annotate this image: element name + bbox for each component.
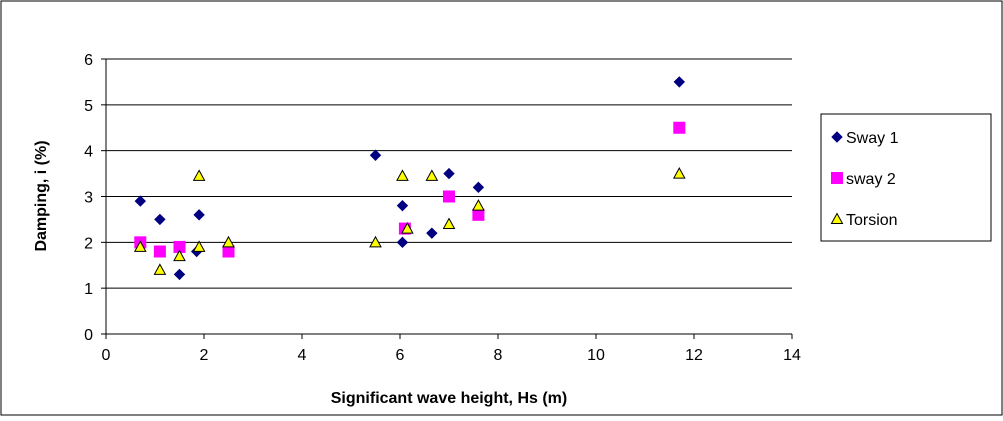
- data-point-diamond: [154, 213, 166, 226]
- data-point-diamond: [134, 195, 147, 207]
- y-tick-label: 1: [84, 281, 93, 298]
- data-point-triangle: [401, 222, 414, 234]
- data-point-diamond: [369, 149, 382, 161]
- data-point-square: [222, 245, 235, 258]
- data-point-triangle: [222, 235, 235, 248]
- y-tick-label: 0: [84, 327, 93, 344]
- data-point-diamond: [472, 181, 485, 194]
- data-point-diamond: [173, 268, 186, 281]
- axes: [101, 58, 793, 339]
- data-marks: [133, 76, 686, 281]
- data-point-square: [673, 121, 686, 134]
- data-point-triangle: [173, 249, 186, 262]
- x-tick-label: 8: [494, 347, 503, 364]
- data-point-diamond: [673, 76, 686, 88]
- x-axis-title: Significant wave height, Hs (m): [331, 390, 567, 407]
- y-tick-label: 2: [84, 235, 93, 252]
- x-tick-label: 10: [587, 347, 605, 364]
- y-tick-label: 6: [84, 52, 93, 69]
- data-point-diamond: [193, 209, 205, 221]
- legend-label: Sway 1: [846, 130, 899, 147]
- series-diamond: [134, 76, 686, 281]
- legend-label: Torsion: [846, 212, 898, 229]
- data-point-diamond: [396, 199, 409, 212]
- data-point-triangle: [369, 235, 382, 248]
- legend-marker-square: [831, 172, 843, 184]
- data-point-diamond: [443, 167, 455, 180]
- data-point-diamond: [396, 236, 409, 249]
- data-point-diamond: [426, 227, 438, 239]
- x-tick-label: 4: [298, 347, 307, 364]
- legend-label: sway 2: [846, 171, 896, 188]
- data-point-triangle: [442, 217, 456, 229]
- x-tick-label: 6: [396, 347, 405, 364]
- legend: Sway 1 sway 2 Torsion: [820, 113, 992, 242]
- x-tick-label: 2: [200, 347, 209, 364]
- legend-box: [820, 113, 992, 242]
- y-tick-label: 3: [84, 190, 93, 207]
- x-tick-label: 0: [102, 347, 111, 364]
- y-tick-label: 4: [84, 144, 93, 161]
- y-axis-title: Damping, i (%): [33, 140, 50, 251]
- data-point-square: [472, 208, 485, 221]
- data-point-triangle: [396, 169, 409, 181]
- data-point-triangle: [192, 240, 206, 252]
- data-point-triangle: [672, 167, 686, 179]
- data-point-triangle: [192, 169, 206, 181]
- x-tick-label: 14: [783, 347, 801, 364]
- series-triangle: [133, 167, 686, 275]
- data-point-triangle: [425, 169, 439, 181]
- legend-marker-diamond: [831, 131, 843, 143]
- data-point-triangle: [153, 263, 167, 275]
- legend-marker-triangle: [830, 212, 844, 224]
- data-point-square: [153, 245, 166, 258]
- y-tick-label: 5: [84, 98, 93, 115]
- data-point-square: [443, 190, 455, 203]
- data-point-triangle: [472, 199, 485, 211]
- x-tick-label: 12: [685, 347, 703, 364]
- data-point-triangle: [133, 240, 147, 252]
